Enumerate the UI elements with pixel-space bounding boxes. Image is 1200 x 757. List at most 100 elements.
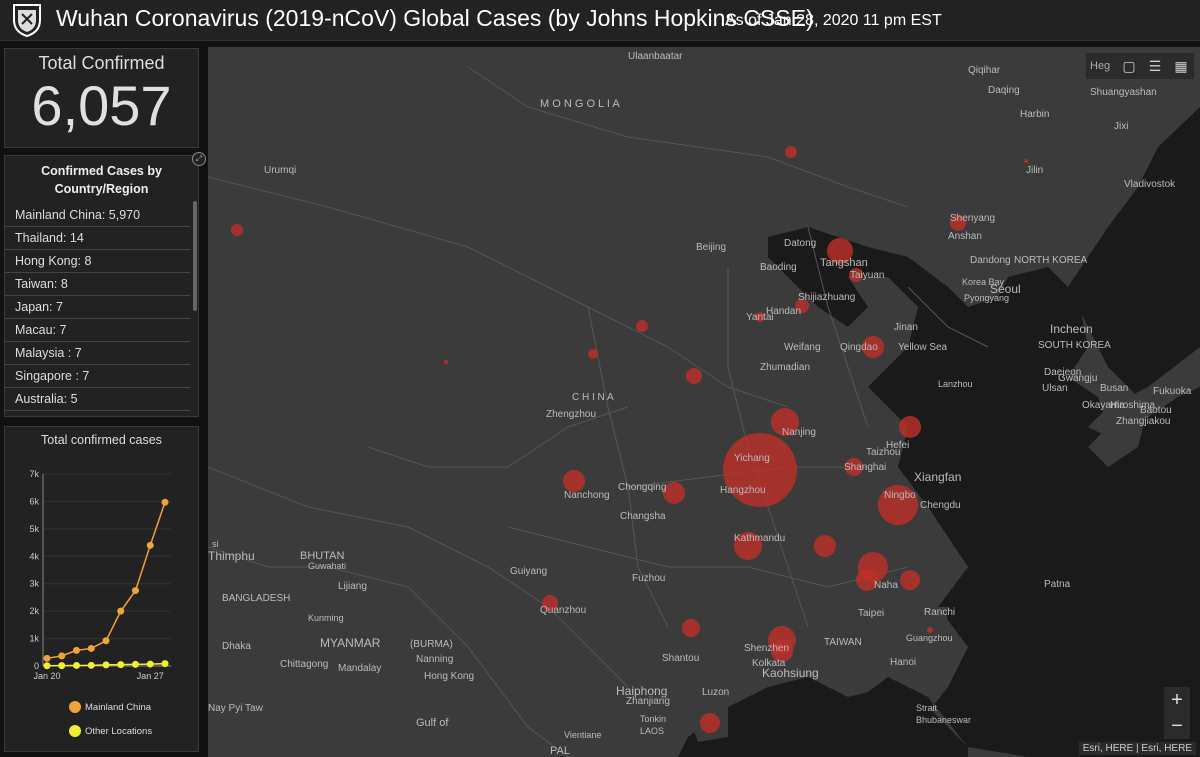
case-bubble[interactable] [682,619,700,637]
list-scrollbar[interactable] [193,201,197,311]
country-list-item[interactable]: Hong Kong: 8 [5,250,190,273]
y-tick-label: 6k [29,496,39,506]
series-point[interactable] [43,654,51,662]
map-label: Naha [874,580,898,591]
map-search-input[interactable]: Heg [1090,60,1111,72]
country-list-item[interactable]: Macau: 7 [5,319,190,342]
country-list-item[interactable]: Mainland China: 5,970 [5,204,190,227]
zoom-out-button[interactable]: − [1171,715,1183,737]
map-label: Anshan [948,231,982,242]
y-tick-label: 1k [29,634,39,644]
y-tick-label: 4k [29,551,39,561]
series-point[interactable] [146,660,154,668]
case-bubble[interactable] [856,569,878,591]
case-bubble[interactable] [950,215,966,231]
case-bubbles[interactable] [231,146,1028,733]
series-point[interactable] [117,661,125,669]
map-label: Daqing [988,85,1020,96]
case-bubble[interactable] [444,360,448,364]
case-bubble[interactable] [771,408,799,436]
map-label: Yellow Sea [898,342,948,353]
map-label: Vientiane [564,730,601,740]
country-list-item[interactable]: Japan: 7 [5,296,190,319]
case-bubble[interactable] [723,433,797,507]
series-point[interactable] [102,637,110,645]
map-attribution: Esri, HERE | Esri, HERE [1078,742,1196,755]
map-label: SOUTH KOREA [1038,340,1111,351]
map-label: Tangshan [820,257,868,269]
case-bubble[interactable] [899,416,921,438]
series-point[interactable] [146,541,154,549]
series-point[interactable] [87,661,95,669]
map-label: Daejeon [1044,367,1081,378]
map-label: Hangzhou [720,485,766,496]
bookmark-icon[interactable]: ▢ [1122,58,1136,74]
case-bubble[interactable] [755,312,765,322]
country-list-heading-line1: Confirmed Cases by [41,164,162,178]
case-bubble[interactable] [827,238,853,264]
series-point[interactable] [161,660,169,668]
series-point[interactable] [73,661,80,669]
map-label: Ulaanbaatar [628,51,683,62]
series-line [46,502,166,660]
country-list-item[interactable]: Malaysia : 7 [5,342,190,365]
series-point[interactable] [58,652,66,660]
zoom-in-button[interactable]: + [1171,689,1183,711]
map-label: Guwahati [308,561,346,571]
map-canvas[interactable]: Ulaanbaatar M O N G O L I A Urumqi Qiqihar D… [208,47,1200,757]
map-label: Thimphu [208,549,255,563]
case-bubble[interactable] [845,458,863,476]
map-view[interactable]: Ulaanbaatar M O N G O L I A Urumqi Qiqihar D… [208,47,1200,757]
as-of-date: As of Jan 28, 2020 11 pm EST [725,12,942,29]
qr-icon[interactable]: ▦ [1174,58,1188,74]
map-label: MYANMAR [320,636,381,650]
case-bubble[interactable] [231,224,243,236]
legend-swatch [69,725,81,737]
map-label: Taizhou [866,447,900,458]
map-label: BHUTAN [300,550,344,562]
country-list[interactable]: Mainland China: 5,970 Thailand: 14 Hong Ko… [5,204,198,411]
case-bubble[interactable] [1024,159,1028,163]
case-bubble[interactable] [542,595,558,611]
map-label: Luzon [702,687,729,698]
country-list-item[interactable]: Australia: 5 [5,388,190,411]
country-list-item[interactable]: Thailand: 14 [5,227,190,250]
case-bubble[interactable] [849,268,863,282]
case-bubble[interactable] [700,713,720,733]
series-point[interactable] [132,660,139,668]
map-label: Ulsan [1042,383,1068,394]
case-bubble[interactable] [795,299,809,313]
map-label: Korea Bay [962,277,1005,287]
map-label: Shenzhen [744,643,789,654]
series-point[interactable] [58,662,66,670]
case-bubble[interactable] [814,535,836,557]
country-list-panel[interactable]: Confirmed Cases by Country/Region Mainla… [4,155,199,417]
case-bubble[interactable] [862,336,884,358]
series-point[interactable] [132,587,139,595]
case-bubble[interactable] [927,627,933,633]
series-point[interactable] [73,646,80,654]
series-point[interactable] [117,607,125,615]
case-bubble[interactable] [785,146,797,158]
case-bubble[interactable] [636,320,648,332]
country-list-item[interactable]: Singapore : 7 [5,365,190,388]
case-bubble[interactable] [588,349,598,359]
map-label: Baotou [1140,405,1172,416]
series-point[interactable] [43,662,51,670]
case-bubble[interactable] [734,532,762,560]
expand-icon[interactable]: ⤢ [192,152,206,166]
case-bubble[interactable] [686,368,702,384]
case-bubble[interactable] [663,482,685,504]
series-point[interactable] [161,498,169,506]
country-list-item[interactable]: Taiwan: 8 [5,273,190,296]
map-label: Chengdu [920,500,961,511]
list-icon[interactable]: ☰ [1148,58,1162,74]
case-bubble[interactable] [878,485,918,525]
map-label: Datong [784,238,816,249]
case-bubble[interactable] [563,470,585,492]
case-bubble[interactable] [900,570,920,590]
series-point[interactable] [102,661,110,669]
series-point[interactable] [87,644,95,652]
map-label: Xiangfan [914,470,961,484]
case-bubble[interactable] [771,640,793,662]
